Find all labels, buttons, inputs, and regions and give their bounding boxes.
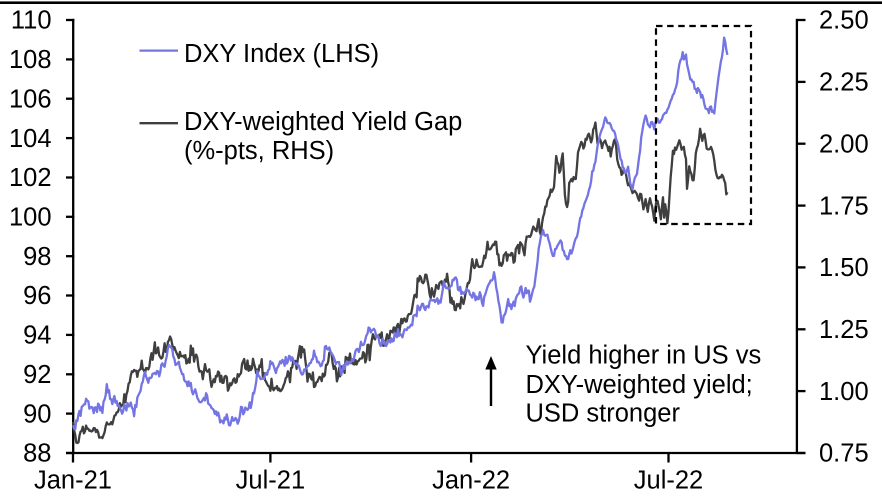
- svg-text:1.25: 1.25: [819, 316, 869, 344]
- svg-text:90: 90: [23, 400, 51, 428]
- svg-text:Jul-21: Jul-21: [236, 467, 305, 495]
- svg-text:92: 92: [23, 361, 51, 389]
- svg-text:100: 100: [9, 204, 52, 232]
- svg-text:94: 94: [23, 322, 51, 350]
- svg-text:110: 110: [11, 7, 52, 35]
- svg-text:108: 108: [9, 46, 52, 74]
- svg-text:Jan-22: Jan-22: [432, 467, 510, 495]
- svg-text:2.25: 2.25: [819, 69, 869, 97]
- svg-text:(%-pts, RHS): (%-pts, RHS): [184, 137, 334, 165]
- svg-text:1.75: 1.75: [819, 192, 869, 220]
- svg-text:DXY Index (LHS): DXY Index (LHS): [184, 40, 379, 68]
- svg-text:96: 96: [23, 282, 51, 310]
- svg-text:106: 106: [9, 85, 52, 113]
- svg-text:98: 98: [23, 243, 51, 271]
- svg-text:88: 88: [23, 440, 51, 468]
- svg-text:2.00: 2.00: [819, 130, 869, 158]
- svg-text:102: 102: [9, 164, 52, 192]
- svg-text:Jan-21: Jan-21: [34, 467, 112, 495]
- svg-text:USD stronger: USD stronger: [526, 399, 681, 427]
- svg-text:DXY-weighted Yield Gap: DXY-weighted Yield Gap: [184, 108, 462, 136]
- svg-text:1.00: 1.00: [819, 378, 869, 406]
- svg-text:2.50: 2.50: [819, 7, 869, 35]
- svg-text:DXY-weighted yield;: DXY-weighted yield;: [526, 371, 753, 399]
- svg-text:1.50: 1.50: [819, 254, 869, 282]
- svg-text:Yield higher in US vs: Yield higher in US vs: [526, 342, 762, 370]
- svg-text:104: 104: [9, 125, 52, 153]
- svg-text:0.75: 0.75: [819, 440, 869, 468]
- svg-text:Jul-22: Jul-22: [634, 467, 703, 495]
